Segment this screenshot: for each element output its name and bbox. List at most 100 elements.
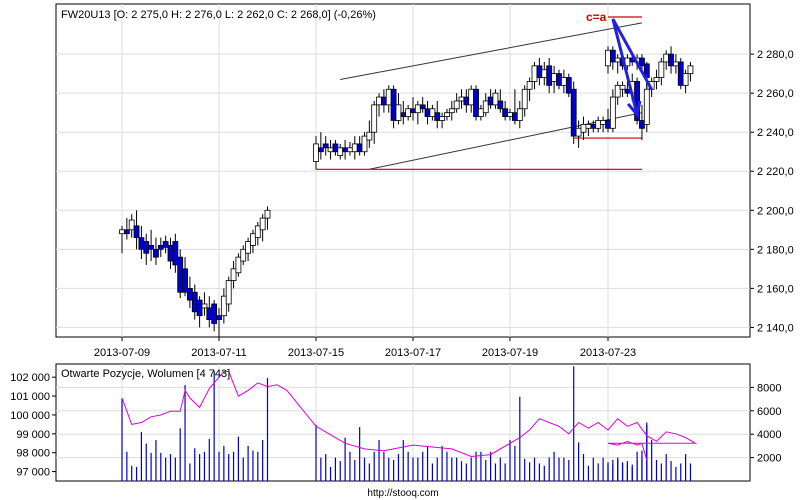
candle-body [639, 120, 645, 129]
price-y-axis: 2 140,0 2 160,0 2 180,0 2 200,0 2 220,0 2 240… [750, 49, 794, 334]
candle-body [254, 225, 261, 239]
price-tick-label: 2 260,0 [757, 88, 794, 100]
candle-body [536, 65, 543, 78]
candle-body [565, 77, 572, 94]
price-panel-header: FW20U13 [O: 2 275,0 H: 2 276,0 L: 2 262,… [61, 9, 376, 21]
candle-body [405, 108, 412, 117]
candle-body [619, 84, 626, 90]
candle-body [313, 143, 319, 162]
candle-body [497, 100, 504, 110]
candle-body [230, 268, 237, 281]
candle-body [639, 57, 645, 67]
candle-body [390, 88, 397, 121]
candle-body [356, 143, 363, 153]
candle-body [347, 147, 353, 153]
open-interest-tick-label: 100 000 [10, 410, 50, 422]
candle-body [245, 241, 252, 254]
candle-body [668, 53, 674, 67]
date-tick-label: 2013-07-19 [482, 347, 538, 359]
candle-body [410, 108, 416, 114]
candles [119, 46, 694, 340]
candle-body [444, 112, 450, 117]
candle-body [332, 143, 339, 153]
candle-body [453, 100, 460, 110]
candle-body [424, 108, 431, 117]
price-tick-label: 2 200,0 [757, 205, 794, 217]
candle-body [512, 112, 518, 121]
candle-body [123, 229, 130, 235]
volume-tick-label: 4000 [757, 429, 781, 441]
candle-body [366, 131, 373, 141]
candle-body [526, 81, 533, 90]
open-interest-tick-label: 101 000 [10, 391, 50, 403]
candle-body [143, 241, 150, 254]
open-interest-polyline [121, 371, 698, 461]
candle-body [551, 73, 557, 82]
volume-tick-label: 2000 [757, 453, 781, 465]
open-interest-tick-label: 98 000 [16, 448, 50, 460]
candle-body [473, 88, 479, 117]
candle-body [643, 88, 650, 125]
candle-body [605, 120, 611, 129]
price-tick-label: 2 280,0 [757, 49, 794, 61]
price-tick-label: 2 240,0 [757, 127, 794, 139]
candle-body [516, 108, 523, 121]
candle-body [211, 303, 218, 324]
candle-body [138, 237, 145, 250]
candle-body [673, 61, 679, 67]
candle-body [682, 73, 689, 86]
date-tick-label: 2013-07-15 [288, 347, 344, 359]
candle-body [157, 245, 164, 250]
candle-body [119, 229, 125, 235]
volume-bars [121, 366, 692, 481]
candle-body [429, 108, 436, 117]
candle-body [196, 299, 203, 317]
candle-body [186, 287, 193, 301]
candle-body [259, 217, 266, 231]
annotation-c-equals-a: c=a [586, 10, 607, 24]
candle-body [541, 69, 548, 78]
price-tick-label: 2 220,0 [757, 166, 794, 178]
projection-arrow [611, 18, 653, 115]
candle-body [264, 209, 271, 219]
candle-body [677, 61, 684, 86]
candle-body [167, 245, 174, 262]
candle-body [570, 88, 577, 137]
candle-body [614, 84, 621, 98]
open-interest-tick-label: 97 000 [16, 467, 50, 479]
candle-body [177, 256, 184, 293]
candle-body [609, 49, 616, 63]
candle-body [153, 248, 159, 258]
candle-body [342, 147, 349, 153]
candle-body [240, 248, 247, 262]
candle-body [317, 147, 324, 153]
candle-body [250, 233, 256, 246]
candle-body [191, 291, 198, 313]
candle-body [148, 245, 155, 250]
candle-body [580, 123, 587, 133]
candle-body [556, 73, 562, 86]
date-x-axis: 2013-07-09 2013-07-11 2013-07-15 2013-07-17… [94, 337, 636, 359]
candle-body [653, 77, 660, 82]
volume-tick-label: 8000 [757, 382, 781, 394]
candle-body [182, 268, 188, 293]
candle-body [531, 65, 538, 82]
candle-body [507, 112, 513, 117]
candle-body [561, 77, 567, 86]
candle-body [351, 143, 358, 153]
candle-body [590, 123, 597, 129]
candle-body [216, 315, 222, 320]
candle-body [448, 108, 455, 114]
open-interest-axis: 97 000 98 000 99 000 100 000 101 000 102 000 [10, 372, 56, 479]
candle-body [575, 127, 582, 137]
candle-body [128, 219, 135, 231]
candle-body [595, 120, 602, 129]
candle-body [361, 135, 368, 153]
candle-body [663, 53, 670, 63]
candle-body [385, 88, 392, 106]
candle-body [380, 96, 387, 106]
open-interest-tick-label: 99 000 [16, 429, 50, 441]
volume-panel-header: Otwarte Pozycje, Wolumen [4 743] [61, 368, 230, 380]
open-interest-tick-label: 102 000 [10, 372, 50, 384]
